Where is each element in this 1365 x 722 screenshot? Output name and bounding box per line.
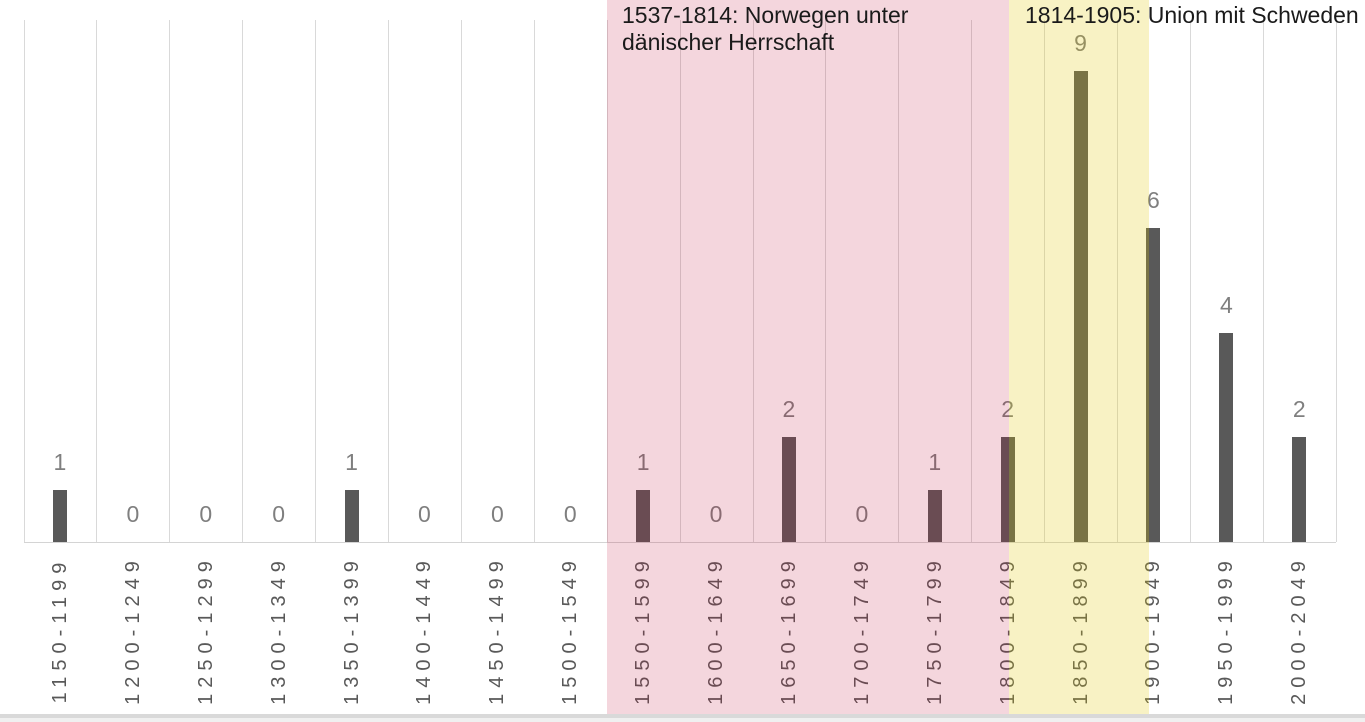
bar-value-label: 6 — [1147, 187, 1160, 213]
bar-1550-1599 — [636, 490, 651, 542]
x-axis-label: 1200-1249 — [121, 555, 144, 705]
gridline — [533, 20, 535, 542]
x-axis-label: 1300-1349 — [267, 555, 290, 705]
x-axis-label: 1500-1549 — [559, 555, 582, 705]
x-axis-label: 1950-1999 — [1215, 555, 1238, 705]
bar-1350-1399 — [344, 490, 359, 542]
bar-1650-1699 — [781, 437, 796, 542]
bar-value-label: 1 — [53, 449, 67, 475]
bar-value-label: 0 — [709, 501, 723, 527]
gridline — [388, 20, 389, 542]
gridline — [169, 20, 171, 542]
gridline — [23, 20, 25, 542]
gridline — [1044, 20, 1046, 542]
bar-value-label: 0 — [418, 501, 431, 527]
bar-value-label: 0 — [199, 501, 213, 527]
bar-value-label: 4 — [1219, 292, 1233, 318]
bar-value-label: 2 — [1001, 396, 1015, 422]
bar-value-label: 1 — [345, 449, 358, 475]
x-axis-label: 1400-1449 — [413, 555, 436, 705]
bar-1900-1949 — [1146, 228, 1161, 542]
gridline — [1262, 20, 1264, 542]
gridline — [606, 20, 608, 542]
gridline — [96, 20, 98, 542]
region-swedish-union-annotation: 1814-1905: Union mit Schweden — [1025, 2, 1359, 28]
region-swedish-union-overlay — [1009, 0, 1149, 714]
gridline — [1117, 20, 1118, 542]
region-danish-rule-overlay — [607, 0, 1009, 714]
bar-value-label: 9 — [1074, 30, 1087, 56]
bar-value-label: 0 — [490, 501, 504, 527]
bottom-border-shadow — [0, 718, 1365, 722]
bar-1750-1799 — [927, 490, 942, 542]
gridline — [898, 20, 900, 542]
gridline — [971, 20, 973, 542]
x-axis-label: 1450-1499 — [486, 555, 509, 705]
gridline — [825, 20, 827, 542]
bar-value-label: 2 — [782, 396, 796, 422]
bottom-border — [0, 714, 1365, 718]
x-axis-line — [23, 542, 1336, 543]
bar-value-label: 0 — [126, 501, 140, 527]
x-axis-label: 2000-2049 — [1288, 555, 1311, 705]
bar-1800-1849 — [1000, 437, 1015, 542]
bar-1850-1899 — [1073, 71, 1088, 542]
bar-value-label: 1 — [636, 449, 650, 475]
gridline — [315, 20, 317, 542]
gridline — [1335, 20, 1337, 542]
gridline — [752, 20, 754, 542]
bar-value-label: 0 — [855, 501, 869, 527]
gridline — [460, 20, 462, 542]
x-axis-label: 1350-1399 — [340, 555, 363, 705]
x-axis-label: 1250-1299 — [194, 555, 217, 705]
bar-value-label: 2 — [1292, 396, 1306, 422]
region-danish-rule-annotation: 1537-1814: Norwegen unter dänischer Herr… — [622, 2, 909, 55]
gridline — [679, 20, 681, 542]
bar-2000-2049 — [1292, 437, 1307, 542]
gridline — [242, 20, 244, 542]
bar-1150-1199 — [52, 490, 67, 542]
gridline — [1189, 20, 1191, 542]
bar-1950-1999 — [1219, 333, 1234, 542]
x-axis-label: 1150-1199 — [48, 556, 71, 704]
bar-value-label: 0 — [563, 501, 577, 527]
bar-value-label: 1 — [928, 449, 942, 475]
bar-value-label: 0 — [272, 501, 286, 527]
